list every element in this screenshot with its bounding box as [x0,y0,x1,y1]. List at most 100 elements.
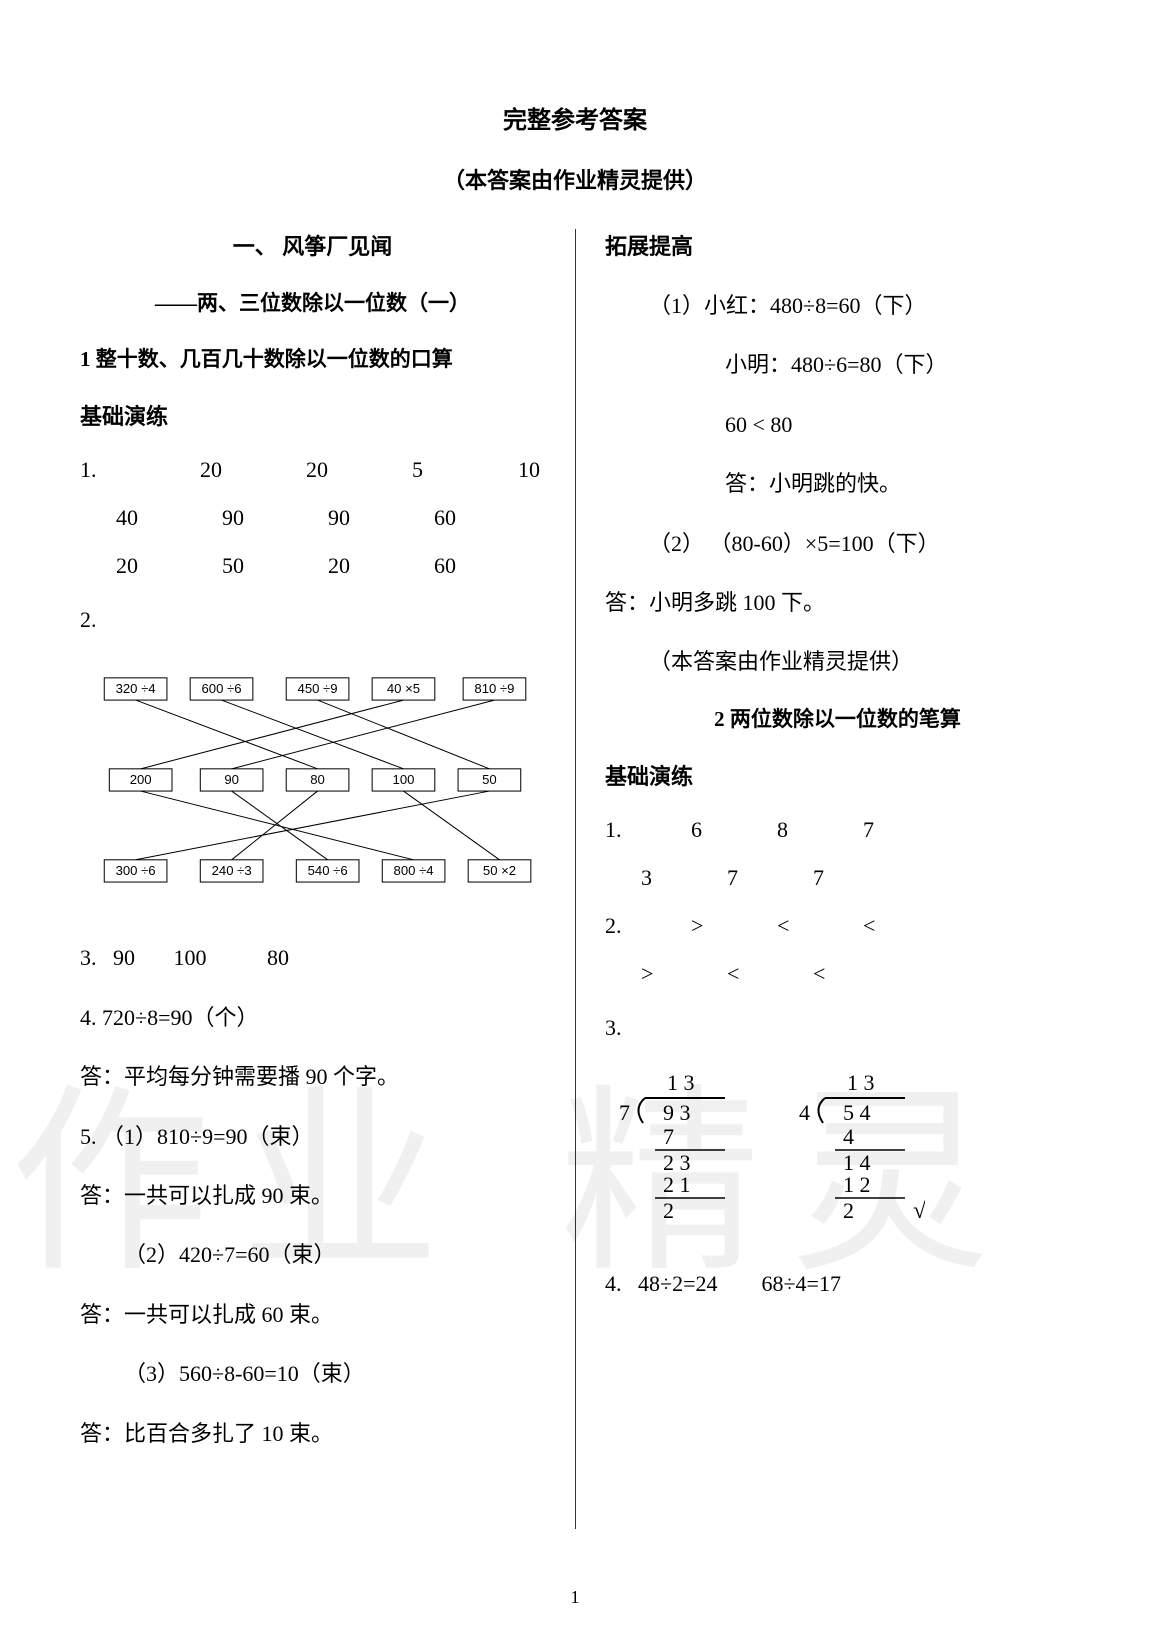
svg-text:80: 80 [310,772,325,787]
r1-r2-3: 7 [813,865,859,891]
svg-text:4: 4 [799,1100,810,1125]
q1-r2-2: 90 [222,505,268,531]
svg-text:√: √ [913,1198,925,1224]
ext-p1-3: 60 < 80 [605,406,1070,443]
q1-r3-3: 20 [328,553,374,579]
long-division-svg: 1 3 7 9 3 7 2 3 2 1 2 [605,1068,745,1238]
svg-text:320 ÷4: 320 ÷4 [116,681,156,696]
q5-1: 5. （1）810÷9=90（束） [80,1118,545,1155]
r2-r2-3: < [813,961,859,987]
r2-r1-2: < [777,913,823,939]
r1-r1-3: 7 [863,817,909,843]
long-division-svg: 1 3 4 5 4 4 1 4 1 2 2 √ [785,1068,925,1238]
r1-row2: 3 7 7 [605,865,1070,891]
r1-r2-1: 3 [641,865,687,891]
svg-text:100: 100 [393,772,415,787]
q5-2-answer: 答：一共可以扎成 60 束。 [80,1296,545,1333]
svg-text:1 3: 1 3 [667,1070,695,1095]
long-division-2: 1 3 4 5 4 4 1 4 1 2 2 √ [785,1068,925,1243]
svg-text:90: 90 [224,772,239,787]
left-column: 一、 风筝厂见闻 ——两、三位数除以一位数（一） 1 整十数、几百几十数除以一位… [80,229,575,1474]
q1-row1: 1. 20 20 5 10 [80,457,545,483]
svg-text:50: 50 [482,772,497,787]
r2-r2-2: < [727,961,773,987]
q1-r1-3: 5 [412,457,458,483]
ext-p2-2: 答：小明多跳 100 下。 [605,584,1070,621]
q1-row3: 20 50 20 60 [80,553,545,579]
q1-r1-2: 20 [306,457,352,483]
svg-text:450 ÷9: 450 ÷9 [298,681,338,696]
svg-text:5 4: 5 4 [843,1100,871,1125]
r4: 4. 48÷2=24 68÷4=17 [605,1265,1070,1302]
right-column: 拓展提高 （1）小红：480÷8=60（下） 小明：480÷6=80（下） 60… [575,229,1070,1474]
long-division-block: 1 3 7 9 3 7 2 3 2 1 2 1 3 4 5 4 4 1 4 1 … [605,1068,1070,1243]
column-divider [575,229,576,1529]
ext-p1-1: （1）小红：480÷8=60（下） [605,287,1070,324]
extension-label: 拓展提高 [605,229,1070,261]
r1-r2-2: 7 [727,865,773,891]
ext-p1-4: 答：小明跳的快。 [605,465,1070,502]
svg-text:600 ÷6: 600 ÷6 [201,681,241,696]
q1-row2: 40 90 90 60 [80,505,545,531]
r3-label: 3. [605,1009,1070,1046]
r1-r1-1: 6 [691,817,737,843]
svg-text:800 ÷4: 800 ÷4 [394,863,434,878]
svg-text:1 2: 1 2 [843,1172,871,1197]
basic-practice-label: 基础演练 [80,399,545,431]
q1-r3-1: 20 [116,553,162,579]
svg-text:240 ÷3: 240 ÷3 [212,863,252,878]
r2-row1: 2. > < < [605,913,1070,939]
q5-3-answer: 答：比百合多扎了 10 束。 [80,1415,545,1452]
svg-text:200: 200 [130,772,152,787]
svg-text:7: 7 [663,1124,674,1149]
svg-text:4: 4 [843,1124,854,1149]
page-number: 1 [0,1587,1150,1608]
svg-text:1 3: 1 3 [847,1070,875,1095]
svg-text:540 ÷6: 540 ÷6 [308,863,348,878]
q1-r2-3: 90 [328,505,374,531]
q2-label: 2. [80,601,545,638]
r2-row2: > < < [605,961,1070,987]
topic-1-heading: 1 整十数、几百几十数除以一位数的口算 [80,343,545,373]
q3: 3. 90 100 80 [80,939,545,976]
basic-practice-label-2: 基础演练 [605,759,1070,791]
chapter-subtitle: ——两、三位数除以一位数（一） [80,287,545,317]
q1-r1-1: 20 [200,457,246,483]
matching-diagram: 320 ÷4 600 ÷6 450 ÷9 40 ×5 810 ÷9 200 90 80 100 5… [80,660,545,910]
q5-3: （3）560÷8-60=10（束） [80,1355,545,1392]
r2-r1-1: > [691,913,737,939]
svg-text:2: 2 [843,1198,854,1223]
svg-text:50 ×2: 50 ×2 [483,863,516,878]
svg-text:2: 2 [663,1198,674,1223]
ext-p1-2: 小明：480÷6=80（下） [605,346,1070,383]
svg-text:300 ÷6: 300 ÷6 [116,863,156,878]
q1-r3-4: 60 [434,553,480,579]
svg-text:7: 7 [619,1100,630,1125]
two-column-layout: 一、 风筝厂见闻 ——两、三位数除以一位数（一） 1 整十数、几百几十数除以一位… [80,229,1070,1474]
svg-text:9 3: 9 3 [663,1100,691,1125]
q4-answer: 答：平均每分钟需要播 90 个字。 [80,1058,545,1095]
svg-text:2 1: 2 1 [663,1172,691,1197]
q1-r1-4: 10 [518,457,564,483]
svg-text:40 ×5: 40 ×5 [387,681,420,696]
r2-label: 2. [605,913,651,939]
q1-r3-2: 50 [222,553,268,579]
chapter-title: 一、 风筝厂见闻 [80,229,545,261]
page-title: 完整参考答案 [80,100,1070,135]
svg-text:810 ÷9: 810 ÷9 [474,681,514,696]
ext-p2-1: （2） （80-60）×5=100（下） [605,525,1070,562]
r1-r1-2: 8 [777,817,823,843]
q5-1-answer: 答：一共可以扎成 90 束。 [80,1177,545,1214]
q5-2: （2）420÷7=60（束） [80,1236,545,1273]
long-division-1: 1 3 7 9 3 7 2 3 2 1 2 [605,1068,745,1243]
r1-row1: 1. 6 8 7 [605,817,1070,843]
q4: 4. 720÷8=90（个） [80,999,545,1036]
q1-r2-4: 60 [434,505,480,531]
q1-r2-1: 40 [116,505,162,531]
r2-r1-3: < [863,913,909,939]
page-subtitle: （本答案由作业精灵提供） [80,163,1070,195]
r2-r2-1: > [641,961,687,987]
q1-label: 1. [80,457,126,483]
ext-note: （本答案由作业精灵提供） [605,643,1070,680]
r1-label: 1. [605,817,651,843]
